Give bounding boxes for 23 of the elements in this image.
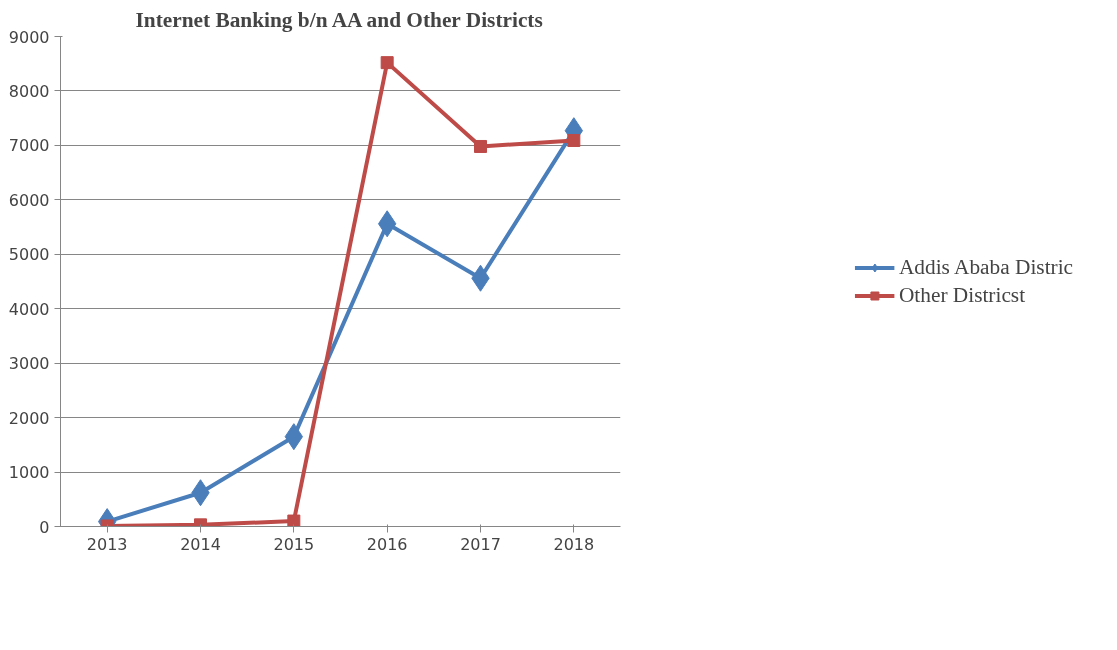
y-tick-label: 6000 (8, 190, 50, 210)
y-tick-label: 9000 (8, 27, 50, 47)
point (380, 56, 394, 70)
x-tick-label: 2013 (86, 534, 128, 554)
legend-label: Other Districst (898, 282, 1026, 308)
legend-label: Addis Ababa Distric (898, 254, 1074, 280)
y-tick-label: 2000 (8, 408, 50, 428)
x-tick-label: 2017 (460, 534, 501, 554)
x-tick-label: 2015 (273, 534, 315, 554)
point (287, 514, 301, 527)
point (567, 133, 581, 147)
point (474, 139, 487, 153)
y-tick-label: 5000 (8, 245, 50, 265)
y-tick-label: 1000 (8, 463, 50, 483)
y-tick-label: 0 (39, 517, 50, 537)
y-tick-label: 7000 (8, 136, 50, 156)
y-tick-label: 4000 (8, 299, 50, 319)
x-tick-label: 2018 (553, 534, 595, 554)
chart-title: Internet Banking b/n AA and Other Districts (135, 7, 543, 32)
y-tick-label: 8000 (8, 81, 50, 101)
y-tick-label: 3000 (8, 354, 50, 374)
x-tick-label: 2014 (180, 534, 221, 554)
x-tick-label: 2016 (366, 534, 408, 554)
